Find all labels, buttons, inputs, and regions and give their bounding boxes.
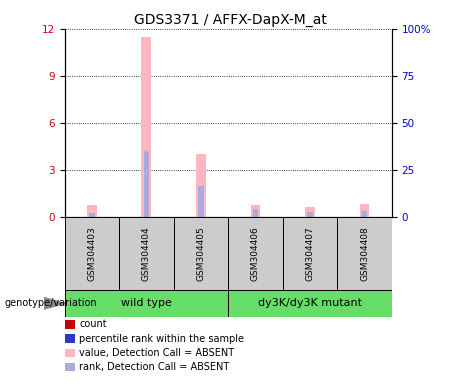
FancyBboxPatch shape [228,217,283,290]
Text: GSM304408: GSM304408 [360,226,369,281]
Bar [251,205,260,217]
Text: wild type: wild type [121,298,172,308]
Text: rank, Detection Call = ABSENT: rank, Detection Call = ABSENT [79,362,230,372]
Bar [305,207,315,217]
FancyBboxPatch shape [283,217,337,290]
Text: count: count [79,319,107,329]
Bar [307,212,313,217]
FancyBboxPatch shape [228,290,392,317]
Text: GSM304404: GSM304404 [142,226,151,281]
FancyBboxPatch shape [174,217,228,290]
Bar [142,36,151,217]
Text: genotype/variation: genotype/variation [5,298,97,308]
FancyBboxPatch shape [119,217,174,290]
Bar [253,209,258,217]
Bar [144,151,149,217]
Text: percentile rank within the sample: percentile rank within the sample [79,334,244,344]
Bar [198,185,204,217]
Text: value, Detection Call = ABSENT: value, Detection Call = ABSENT [79,348,234,358]
FancyBboxPatch shape [65,217,119,290]
Text: GDS3371 / AFFX-DapX-M_at: GDS3371 / AFFX-DapX-M_at [134,13,327,27]
Text: dy3K/dy3K mutant: dy3K/dy3K mutant [258,298,362,308]
Text: GSM304403: GSM304403 [87,226,96,281]
FancyBboxPatch shape [65,290,228,317]
FancyBboxPatch shape [337,217,392,290]
Text: GSM304407: GSM304407 [306,226,314,281]
Text: GSM304406: GSM304406 [251,226,260,281]
Bar [89,213,95,217]
Bar [360,204,369,217]
Text: GSM304405: GSM304405 [196,226,206,281]
Bar [87,205,97,217]
Bar [362,212,367,217]
Polygon shape [44,298,65,309]
Bar [196,154,206,217]
